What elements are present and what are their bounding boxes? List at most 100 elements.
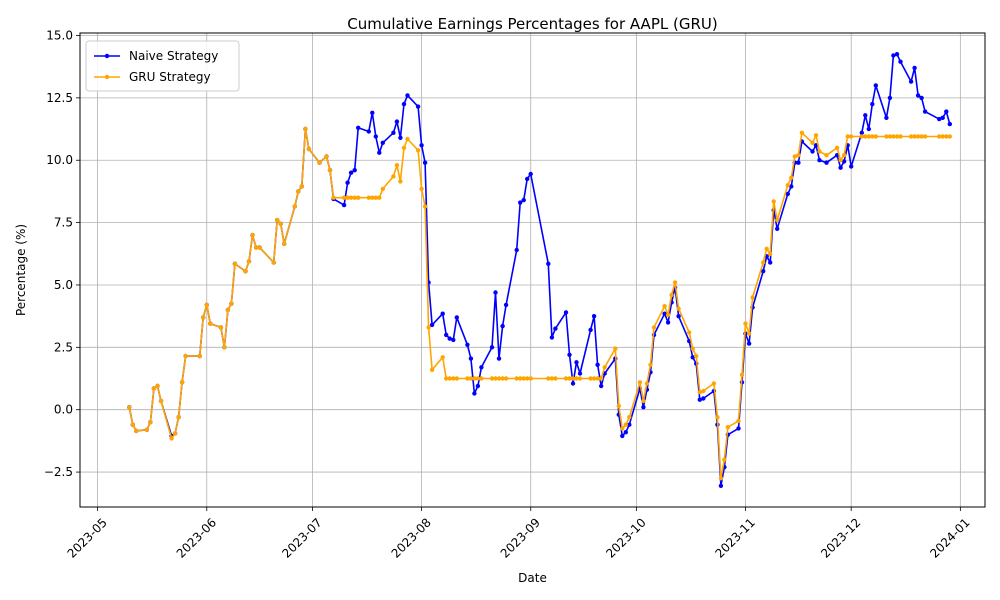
data-point <box>785 183 790 188</box>
data-point <box>922 109 928 114</box>
data-point <box>479 365 484 370</box>
data-point <box>775 226 780 231</box>
data-point <box>521 197 526 203</box>
data-point <box>179 380 185 385</box>
data-point <box>204 302 209 308</box>
data-point <box>155 383 160 389</box>
data-point <box>352 195 357 200</box>
data-point <box>451 337 456 343</box>
data-point <box>577 371 583 376</box>
data-point <box>838 158 843 163</box>
data-point <box>672 280 678 285</box>
data-point <box>380 186 385 192</box>
data-point <box>183 353 188 359</box>
data-point <box>518 376 523 381</box>
data-point <box>352 168 357 173</box>
data-point <box>475 383 481 389</box>
data-point <box>750 295 755 300</box>
data-point <box>345 180 350 185</box>
data-point <box>591 376 597 381</box>
data-point <box>440 311 445 316</box>
data-point <box>824 160 829 165</box>
data-point <box>306 146 312 152</box>
data-point <box>644 381 650 386</box>
data-point <box>574 376 579 381</box>
data-point <box>588 327 593 333</box>
data-point <box>282 241 287 246</box>
data-point <box>394 163 400 168</box>
data-point <box>380 140 385 145</box>
data-point <box>908 134 914 139</box>
data-point <box>651 325 657 330</box>
data-point <box>172 431 178 436</box>
data-point <box>824 153 829 158</box>
data-point <box>570 376 576 381</box>
series-layer <box>127 52 952 488</box>
data-point <box>908 79 914 84</box>
data-point <box>859 134 864 139</box>
data-point <box>197 353 202 359</box>
data-point <box>863 134 868 139</box>
data-point <box>687 330 692 335</box>
data-point <box>873 83 878 88</box>
data-point <box>451 376 456 381</box>
data-point <box>591 314 597 319</box>
data-point <box>834 145 840 150</box>
data-point <box>475 376 481 381</box>
data-point <box>849 134 854 139</box>
data-point <box>722 457 727 462</box>
data-point <box>613 346 618 351</box>
data-point <box>271 260 276 265</box>
data-point <box>799 130 805 135</box>
data-point <box>292 204 297 209</box>
data-point <box>599 376 604 381</box>
y-tick-label: 10.0 <box>46 153 73 167</box>
data-point <box>525 376 530 381</box>
data-point <box>627 422 632 427</box>
data-point <box>208 321 213 326</box>
data-point <box>623 422 628 427</box>
data-point <box>736 418 741 424</box>
data-point <box>275 217 280 223</box>
data-point <box>690 355 695 360</box>
data-point <box>415 148 421 153</box>
data-point <box>817 158 822 163</box>
data-point <box>401 145 407 150</box>
data-point <box>563 310 569 315</box>
grid <box>80 33 985 507</box>
data-point <box>849 164 854 169</box>
data-point <box>176 415 181 420</box>
series-1 <box>127 126 952 481</box>
y-axis: −2.5 0.0 2.5 5.0 7.5 10.0 12.5 15.0 <box>44 28 80 479</box>
data-point <box>444 332 449 338</box>
data-point <box>937 134 942 139</box>
data-point <box>947 134 952 139</box>
data-point <box>422 204 428 209</box>
y-tick-label: 5.0 <box>54 278 73 292</box>
data-point <box>324 154 329 159</box>
legend-swatch-marker <box>104 74 110 80</box>
data-point <box>563 376 569 381</box>
data-point <box>465 342 470 347</box>
data-point <box>134 428 139 434</box>
data-point <box>641 398 646 404</box>
data-point <box>130 422 135 427</box>
data-point <box>549 376 555 381</box>
data-point <box>373 134 378 139</box>
data-point <box>947 121 952 127</box>
data-point <box>894 52 900 57</box>
data-point <box>472 391 477 396</box>
data-point <box>690 346 695 351</box>
data-point <box>503 376 509 381</box>
data-point <box>422 160 428 165</box>
data-point <box>838 165 843 170</box>
chart-title: Cumulative Earnings Percentages for AAPL… <box>347 15 717 33</box>
data-point <box>725 425 731 430</box>
data-point <box>127 405 132 410</box>
data-point <box>669 292 674 298</box>
data-point <box>567 352 572 357</box>
data-point <box>810 140 815 145</box>
data-point <box>574 360 579 365</box>
data-point <box>841 153 847 158</box>
